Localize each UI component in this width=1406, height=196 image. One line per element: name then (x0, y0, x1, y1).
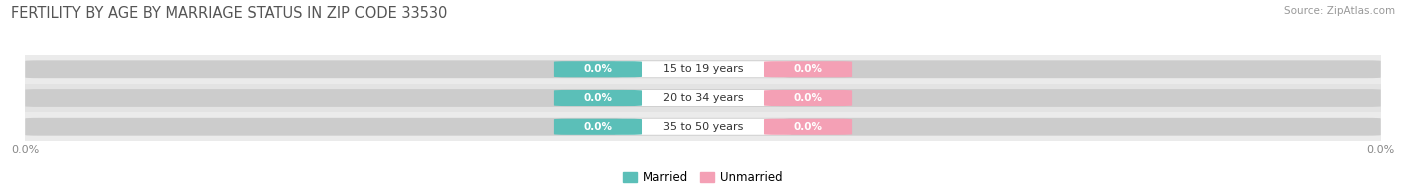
Text: FERTILITY BY AGE BY MARRIAGE STATUS IN ZIP CODE 33530: FERTILITY BY AGE BY MARRIAGE STATUS IN Z… (11, 6, 447, 21)
FancyBboxPatch shape (763, 119, 852, 135)
Text: 0.0%: 0.0% (583, 64, 613, 74)
Text: 35 to 50 years: 35 to 50 years (662, 122, 744, 132)
FancyBboxPatch shape (25, 60, 1381, 78)
FancyBboxPatch shape (614, 119, 792, 135)
FancyBboxPatch shape (554, 90, 643, 106)
FancyBboxPatch shape (554, 61, 643, 77)
Text: 0.0%: 0.0% (793, 64, 823, 74)
FancyBboxPatch shape (614, 61, 792, 77)
FancyBboxPatch shape (25, 89, 1381, 107)
FancyBboxPatch shape (763, 90, 852, 106)
FancyBboxPatch shape (554, 119, 643, 135)
FancyBboxPatch shape (25, 112, 1381, 141)
FancyBboxPatch shape (25, 118, 1381, 136)
Text: 0.0%: 0.0% (793, 93, 823, 103)
Text: Source: ZipAtlas.com: Source: ZipAtlas.com (1284, 6, 1395, 16)
Text: 20 to 34 years: 20 to 34 years (662, 93, 744, 103)
Text: 15 to 19 years: 15 to 19 years (662, 64, 744, 74)
Text: 0.0%: 0.0% (583, 122, 613, 132)
FancyBboxPatch shape (25, 84, 1381, 112)
FancyBboxPatch shape (763, 61, 852, 77)
Legend: Married, Unmarried: Married, Unmarried (619, 166, 787, 189)
FancyBboxPatch shape (614, 90, 792, 106)
FancyBboxPatch shape (25, 55, 1381, 84)
Text: 0.0%: 0.0% (583, 93, 613, 103)
Text: 0.0%: 0.0% (793, 122, 823, 132)
